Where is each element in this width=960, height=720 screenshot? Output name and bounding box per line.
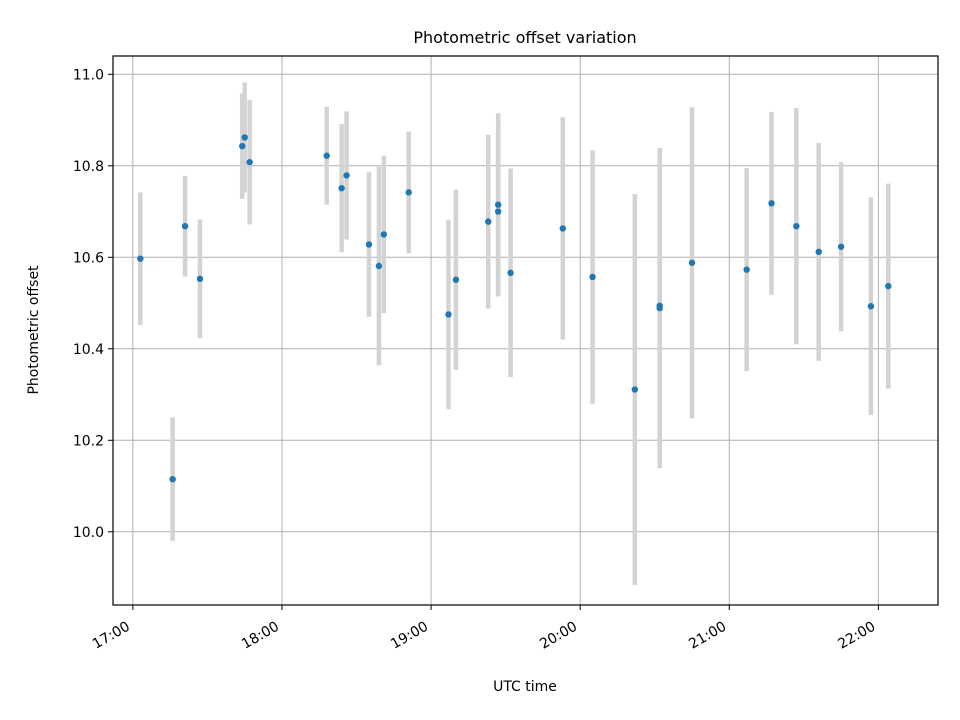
data-point xyxy=(196,275,204,283)
x-axis-label: UTC time xyxy=(493,679,557,695)
data-point xyxy=(494,201,502,208)
plot-frame xyxy=(112,55,939,606)
data-point xyxy=(181,222,189,230)
data-point xyxy=(768,200,775,207)
data-point xyxy=(445,311,452,318)
data-point xyxy=(323,152,330,159)
data-point xyxy=(338,185,345,192)
x-tick-label: 18:00 xyxy=(239,619,282,653)
data-point xyxy=(137,255,144,262)
data-point xyxy=(169,475,176,483)
y-tick-label: 10.6 xyxy=(73,250,104,266)
x-axis: 17:00 18:00 19:00 20:00 21:00 22:00 xyxy=(90,605,879,653)
data-point xyxy=(239,142,246,150)
data-point xyxy=(793,222,800,230)
y-axis-label: Photometric offset xyxy=(26,265,42,395)
data-point xyxy=(688,259,696,266)
y-tick-label: 10.8 xyxy=(73,159,104,175)
data-point xyxy=(485,218,492,225)
data-point xyxy=(246,158,253,166)
data-point xyxy=(375,262,383,270)
data-point xyxy=(837,243,845,250)
y-tick-label: 10.2 xyxy=(73,433,104,449)
data-point xyxy=(656,304,663,312)
data-point xyxy=(343,172,350,179)
data-point xyxy=(559,225,566,232)
data-point xyxy=(365,241,373,248)
data-point xyxy=(241,134,248,141)
plot-background xyxy=(113,56,938,605)
data-point xyxy=(405,189,412,196)
data-point xyxy=(885,282,892,290)
data-point xyxy=(589,273,596,281)
y-tick-label: 11.0 xyxy=(73,67,104,83)
data-point xyxy=(867,303,875,310)
x-tick-label: 19:00 xyxy=(388,619,431,653)
data-point xyxy=(631,386,639,393)
x-tick-label: 21:00 xyxy=(686,619,729,653)
chart-title: Photometric offset variation xyxy=(413,28,636,47)
data-point xyxy=(452,276,460,283)
data-point xyxy=(380,231,388,238)
data-point xyxy=(507,269,514,277)
data-point xyxy=(743,266,750,273)
data-points xyxy=(137,134,892,483)
y-tick-label: 10.4 xyxy=(73,342,104,358)
y-tick-label: 10.0 xyxy=(73,525,104,541)
data-point xyxy=(494,208,502,215)
x-tick-label: 20:00 xyxy=(537,619,580,653)
y-axis: 10.0 10.2 10.4 10.6 10.8 11.0 xyxy=(73,67,113,541)
x-tick-label: 22:00 xyxy=(835,619,878,653)
data-point xyxy=(815,248,822,256)
x-tick-label: 17:00 xyxy=(90,619,133,653)
